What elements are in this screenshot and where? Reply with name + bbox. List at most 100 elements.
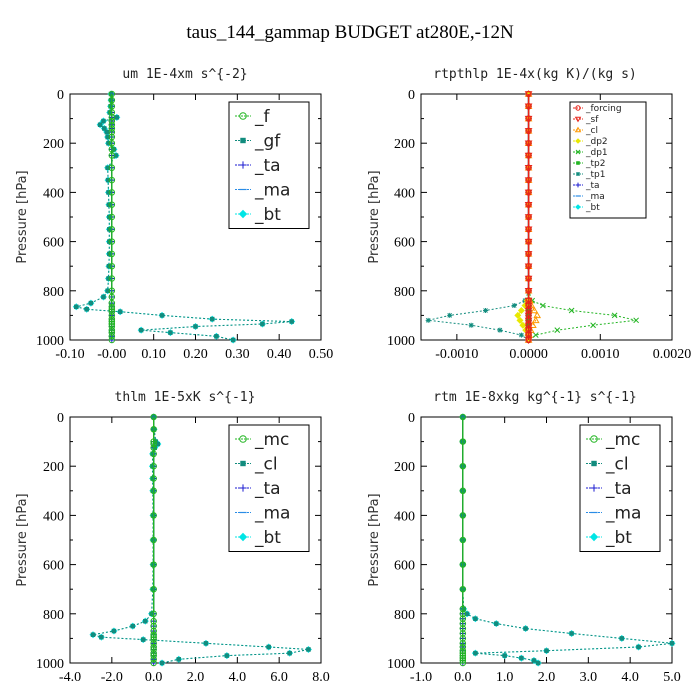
data-point	[230, 337, 236, 343]
data-point	[150, 649, 157, 657]
legend-marker	[239, 435, 247, 443]
data-point	[150, 652, 157, 659]
data-point	[473, 650, 478, 656]
data-point	[209, 316, 215, 322]
data-point	[517, 306, 525, 314]
legend-label: _ma	[254, 181, 290, 201]
data-point	[150, 463, 155, 469]
data-point	[459, 647, 467, 654]
legend-label: _bt	[254, 528, 281, 548]
x-tick-label: 0.0	[145, 670, 163, 685]
data-point	[88, 300, 94, 306]
data-point	[525, 90, 532, 98]
y-tick-label: 400	[43, 509, 64, 524]
data-point	[633, 317, 639, 324]
data-point	[108, 329, 116, 336]
data-point	[150, 440, 157, 448]
legend-marker	[576, 172, 580, 176]
plot-area: 0 200 400 600 800 1000-4.0 -2.0 0.0 2.0 4.0 6.0 8.0…	[36, 411, 330, 685]
data-point	[459, 649, 467, 657]
data-point	[150, 475, 157, 482]
data-point	[260, 321, 265, 327]
data-point	[101, 294, 106, 300]
data-point	[108, 91, 114, 97]
data-point	[525, 312, 532, 319]
data-point	[108, 318, 116, 325]
data-point	[525, 238, 532, 245]
panel-title: rtm 1E-8xkg kg^{-1} s^{-1}	[433, 390, 637, 405]
y-tick-label: 800	[43, 285, 64, 300]
y-tick-label: 600	[43, 559, 64, 574]
data-point	[459, 625, 467, 632]
data-point	[108, 315, 116, 323]
data-point	[525, 307, 532, 314]
legend: _f _gf _ta _ma _bt	[228, 101, 310, 229]
legend-marker	[590, 435, 598, 443]
data-point	[447, 312, 453, 318]
legend-marker	[589, 532, 599, 542]
data-point	[525, 287, 532, 295]
data-point	[525, 250, 532, 258]
data-point	[150, 462, 157, 470]
x-tick-label: 5.0	[663, 670, 681, 685]
panel-rtpthlp: rtpthlp 1E-4x(kg K)/(kg s) Pressure [hPa…	[367, 67, 691, 362]
data-point	[108, 128, 116, 136]
y-tick-label: 1000	[36, 334, 64, 349]
legend-label: _ta	[254, 156, 281, 176]
legend-marker	[575, 204, 581, 210]
data-point	[150, 627, 157, 635]
data-point	[150, 561, 157, 568]
data-point	[155, 441, 161, 447]
data-point	[459, 487, 467, 495]
legend-label: _f	[254, 107, 271, 127]
data-point	[108, 97, 114, 103]
data-point	[459, 652, 467, 659]
data-point	[108, 308, 116, 315]
y-tick-label: 1000	[36, 657, 64, 672]
data-point	[502, 653, 507, 658]
data-point	[108, 320, 116, 328]
data-point	[525, 226, 532, 233]
data-point	[531, 658, 537, 663]
data-point	[150, 659, 157, 667]
legend-label: _ta	[254, 479, 281, 499]
series-f	[108, 90, 116, 344]
data-point	[168, 330, 173, 335]
data-point	[176, 657, 182, 662]
data-point	[494, 621, 499, 626]
data-point	[149, 611, 154, 617]
panel-title: rtpthlp 1E-4x(kg K)/(kg s)	[433, 67, 637, 82]
data-point	[117, 309, 123, 314]
x-tick-label: 0.30	[225, 347, 250, 362]
data-point	[519, 655, 524, 661]
panel-rtm: rtm 1E-8xkg kg^{-1} s^{-1} Pressure [hPa…	[367, 390, 681, 685]
data-point	[568, 307, 575, 314]
legend-label: _ta	[585, 181, 600, 191]
data-point	[108, 293, 116, 301]
series-tp1	[425, 91, 532, 343]
data-point	[532, 332, 539, 338]
data-point	[150, 633, 157, 641]
data-point	[525, 336, 532, 344]
x-tick-label: 1.0	[496, 670, 514, 685]
data-point	[461, 606, 466, 612]
data-point	[108, 250, 116, 258]
data-point	[669, 641, 675, 646]
data-point	[150, 487, 157, 495]
data-point	[636, 644, 641, 650]
y-axis-label: Pressure [hPa]	[15, 493, 30, 586]
legend-label: _tp2	[585, 159, 605, 169]
legend-marker	[239, 484, 247, 492]
data-point	[108, 323, 116, 330]
x-tick-label: 2.0	[187, 670, 205, 685]
data-point	[525, 201, 532, 208]
data-point	[105, 134, 110, 140]
legend: _forcing_sf_cl_dp2_dp1_tp2_tp1_ta_ma_bt	[569, 101, 647, 219]
data-point	[102, 126, 107, 131]
data-point	[533, 311, 542, 319]
data-point	[525, 176, 532, 184]
y-tick-label: 0	[57, 411, 64, 426]
data-point	[459, 615, 467, 622]
data-point	[569, 631, 574, 636]
data-point	[114, 115, 120, 120]
